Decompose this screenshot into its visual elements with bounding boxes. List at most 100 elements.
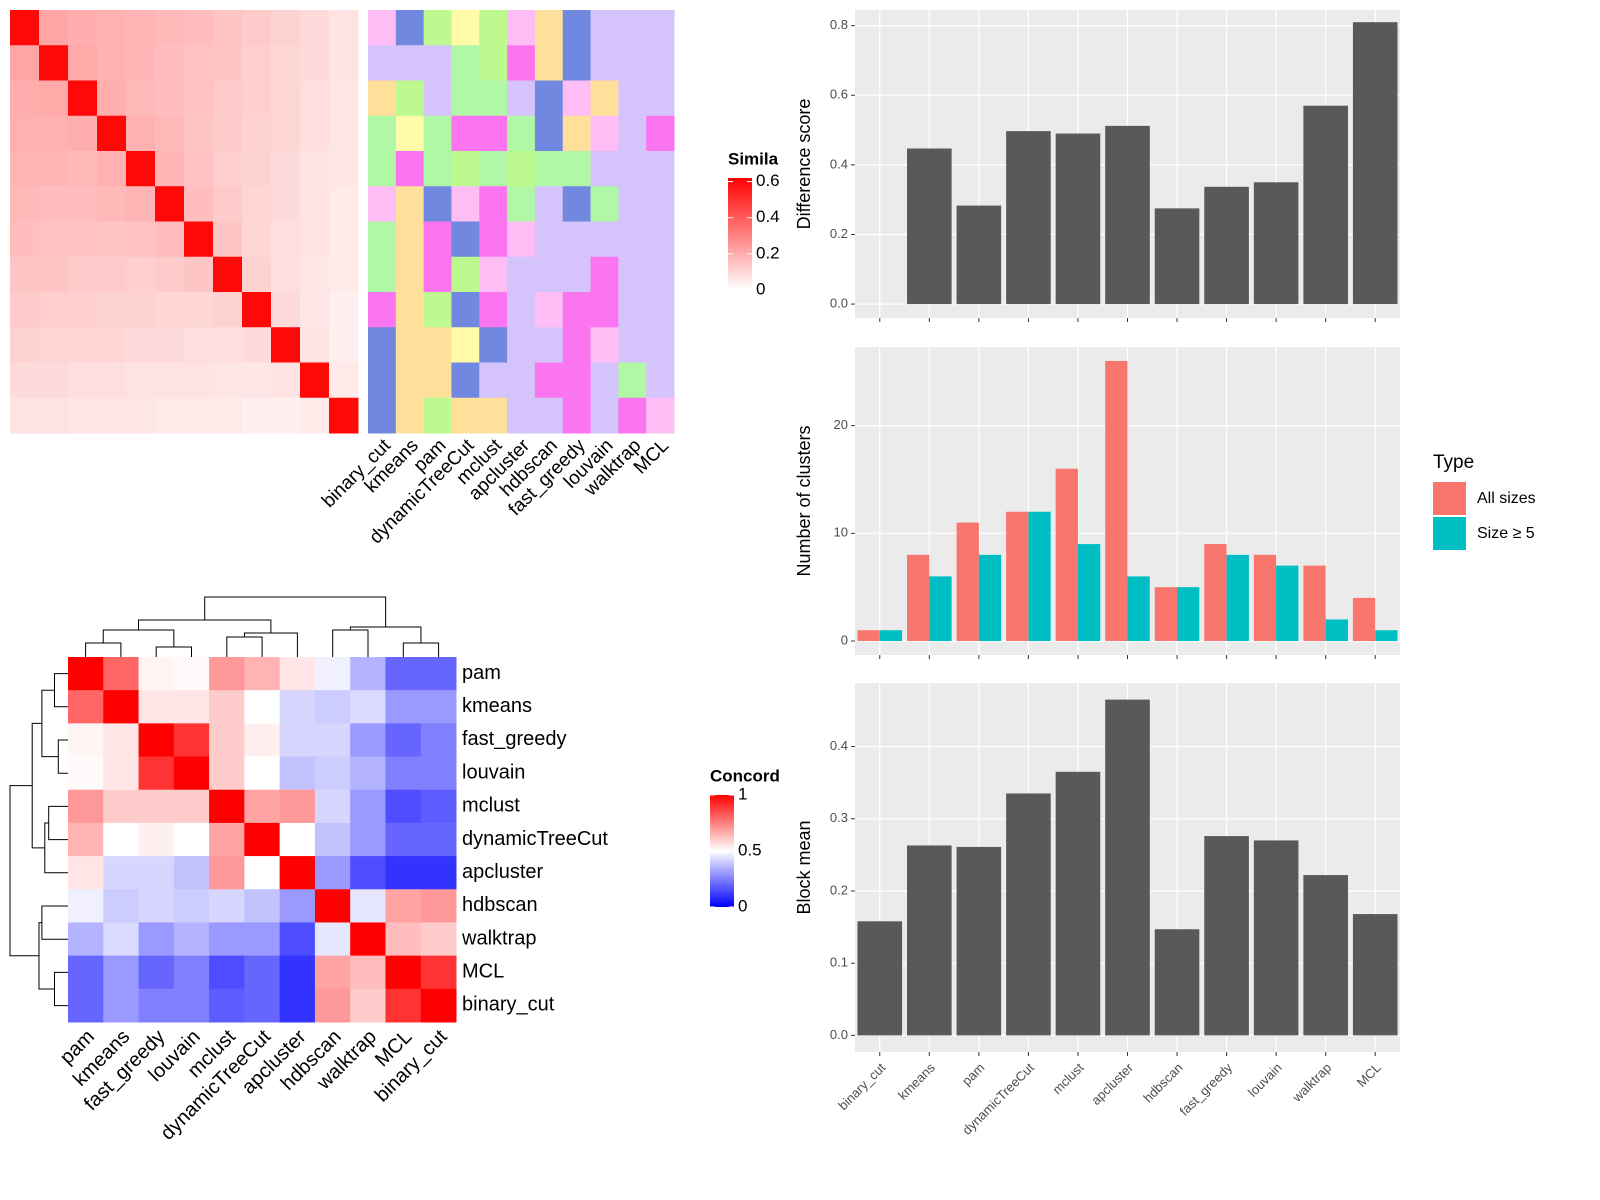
heatmap-cell xyxy=(279,822,316,857)
annotation-cell xyxy=(451,186,480,222)
annotation-cell xyxy=(507,80,536,117)
bar xyxy=(879,630,903,641)
y-tick-label: 0.2 xyxy=(830,226,848,241)
bar xyxy=(1006,131,1051,305)
heatmap-cell xyxy=(300,115,330,152)
heatmap-cell xyxy=(420,922,457,957)
annotation-cell xyxy=(423,221,452,258)
heatmap-cell xyxy=(173,789,210,824)
dendrogram xyxy=(9,673,68,1007)
heatmap-cell xyxy=(385,690,422,724)
heatmap-cell xyxy=(138,789,175,824)
bar xyxy=(1127,576,1150,641)
annotation-cell xyxy=(395,256,425,293)
heatmap-cell xyxy=(242,10,272,46)
heatmap-cell xyxy=(209,690,245,724)
heatmap-cell xyxy=(68,657,104,691)
x-tick-label: mclust xyxy=(1049,1060,1086,1097)
annotation-cell xyxy=(479,151,508,187)
heatmap-cell xyxy=(39,362,69,399)
heatmap-cell xyxy=(173,657,210,691)
heatmap-cell xyxy=(103,756,140,791)
heatmap-cell xyxy=(420,756,457,791)
annotation-cell xyxy=(395,151,425,187)
heatmap-cell xyxy=(271,45,301,81)
annotation-cell xyxy=(562,151,592,187)
legend-key xyxy=(1433,482,1466,515)
heatmap-cell xyxy=(97,10,127,46)
heatmap-cell xyxy=(271,362,301,399)
heatmap-cell xyxy=(209,822,245,857)
row-label: binary_cut xyxy=(462,994,555,1016)
annotation-cell xyxy=(368,256,397,293)
heatmap-cell xyxy=(126,80,156,117)
heatmap-cell xyxy=(329,10,359,46)
heatmap-cell xyxy=(97,151,127,187)
annotation-cell xyxy=(618,186,647,222)
bar xyxy=(978,554,1002,641)
heatmap-cell xyxy=(138,723,175,758)
heatmap-cell xyxy=(271,115,301,152)
heatmap-cell xyxy=(173,822,210,857)
heatmap-cell xyxy=(314,789,351,824)
bar xyxy=(1204,186,1249,305)
heatmap-cell xyxy=(420,822,457,857)
annotation-cell xyxy=(618,80,647,117)
heatmap-cell xyxy=(300,10,330,46)
heatmap-cell xyxy=(68,889,104,923)
annotation-cell xyxy=(479,327,508,363)
bar xyxy=(1253,554,1277,641)
annotation-cell xyxy=(590,10,619,46)
annotation-cell xyxy=(618,45,647,81)
bar xyxy=(857,921,903,1036)
heatmap-cell xyxy=(39,221,69,258)
annotation-cell xyxy=(451,80,480,117)
heatmap-cell xyxy=(271,186,301,222)
heatmap-cell xyxy=(138,756,175,791)
bar xyxy=(1006,511,1029,641)
heatmap-cell xyxy=(329,397,359,434)
annotation-cell xyxy=(451,10,480,46)
legend-tick-label: 0.5 xyxy=(738,840,762,859)
heatmap-cell xyxy=(244,723,281,758)
heatmap-cell xyxy=(103,690,140,724)
annotation-cell xyxy=(451,151,480,187)
bar xyxy=(1253,182,1299,305)
bar xyxy=(1352,597,1376,641)
heatmap-cell xyxy=(126,151,156,187)
heatmap-cell xyxy=(244,822,281,857)
annotation-cell xyxy=(423,45,452,81)
heatmap-cell xyxy=(184,186,214,222)
annotation-cell xyxy=(368,186,397,222)
heatmap-cell xyxy=(242,221,272,258)
legend-tick-label: 1 xyxy=(738,784,747,803)
bar xyxy=(1154,208,1200,305)
heatmap-cell xyxy=(279,756,316,791)
heatmap-cell xyxy=(350,723,386,758)
annotation-cell xyxy=(534,397,564,434)
annotation-cell xyxy=(590,151,619,187)
heatmap-cell xyxy=(184,327,214,363)
annotation-cell xyxy=(368,10,397,46)
heatmap-cell xyxy=(314,657,351,691)
heatmap-cell xyxy=(314,988,351,1023)
heatmap-cell xyxy=(184,10,214,46)
annotation-cell xyxy=(646,10,675,46)
annotation-cell xyxy=(590,186,619,222)
annotation-cell xyxy=(590,115,619,152)
annotation-cell xyxy=(646,45,675,81)
x-tick-label: binary_cut xyxy=(835,1060,888,1113)
heatmap-cell xyxy=(184,292,214,328)
annotation-cell xyxy=(368,80,397,117)
x-tick-label: louvain xyxy=(1245,1060,1285,1100)
heatmap-cell xyxy=(173,723,210,758)
annotation-cell xyxy=(534,45,564,81)
bar xyxy=(1006,793,1051,1036)
heatmap-cell xyxy=(279,922,316,957)
bar xyxy=(929,576,952,641)
heatmap-cell xyxy=(329,45,359,81)
x-tick-label: pam xyxy=(959,1060,987,1088)
annotation-cell xyxy=(368,151,397,187)
annotation-cell xyxy=(562,186,592,222)
annotation-cell xyxy=(479,397,508,434)
